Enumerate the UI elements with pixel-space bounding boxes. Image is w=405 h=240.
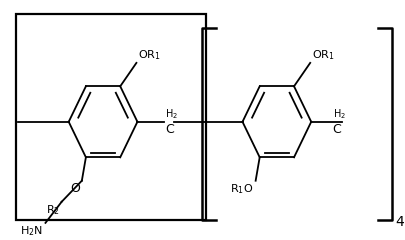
Text: R$_1$O: R$_1$O bbox=[230, 182, 253, 196]
Text: OR$_1$: OR$_1$ bbox=[311, 48, 334, 62]
Text: O: O bbox=[70, 182, 80, 195]
Text: C: C bbox=[164, 123, 173, 136]
Bar bbox=[16, 14, 206, 220]
Text: H$_2$: H$_2$ bbox=[332, 107, 345, 120]
Text: C: C bbox=[332, 123, 341, 136]
Text: H$_2$: H$_2$ bbox=[164, 107, 177, 120]
Text: R$_2$: R$_2$ bbox=[45, 203, 60, 217]
Text: 4: 4 bbox=[394, 216, 403, 229]
Text: OR$_1$: OR$_1$ bbox=[138, 48, 161, 62]
Text: H$_2$N: H$_2$N bbox=[20, 224, 43, 238]
